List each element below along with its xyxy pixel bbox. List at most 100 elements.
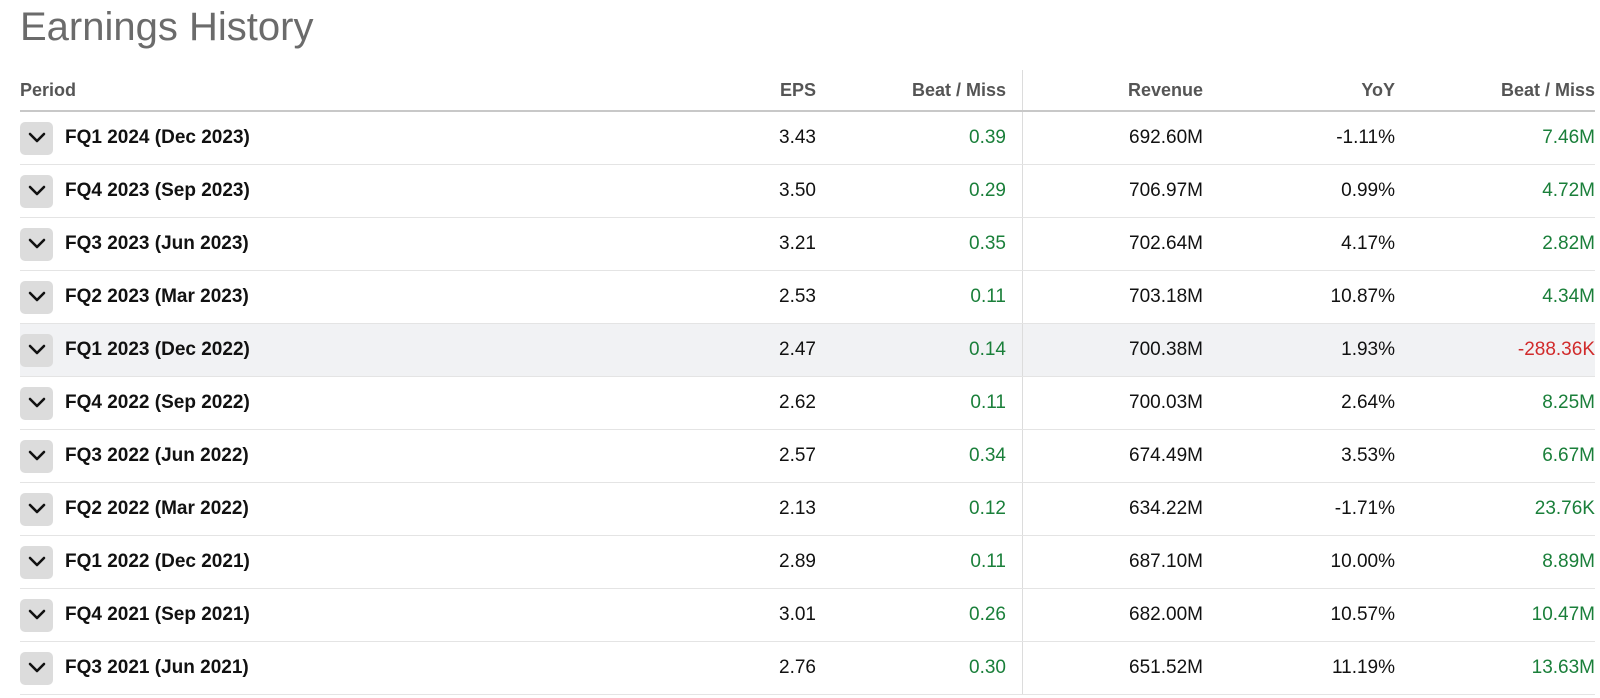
eps-value: 3.50 xyxy=(668,164,816,218)
table-row[interactable]: FQ3 2021 (Jun 2021) 2.76 0.30 651.52M 11.19%… xyxy=(20,641,1595,695)
table-row[interactable]: FQ2 2023 (Mar 2023) 2.53 0.11 703.18M 10.87%… xyxy=(20,270,1595,324)
chevron-down-icon[interactable] xyxy=(20,386,53,420)
period-label: FQ1 2024 (Dec 2023) xyxy=(65,127,250,148)
revenue-value: 702.64M xyxy=(1022,217,1203,271)
period-cell: FQ1 2023 (Dec 2022) xyxy=(20,323,668,377)
revenue-beat-miss-value: -288.36K xyxy=(1395,323,1595,377)
period-cell: FQ4 2021 (Sep 2021) xyxy=(20,588,668,642)
eps-beat-miss-value: 0.29 xyxy=(816,164,1023,218)
revenue-beat-miss-value: 6.67M xyxy=(1395,429,1595,483)
revenue-value: 706.97M xyxy=(1022,164,1203,218)
table-row[interactable]: FQ3 2022 (Jun 2022) 2.57 0.34 674.49M 3.53% 6… xyxy=(20,429,1595,483)
revenue-beat-miss-value: 4.34M xyxy=(1395,270,1595,324)
revenue-value: 703.18M xyxy=(1022,270,1203,324)
period-label: FQ4 2023 (Sep 2023) xyxy=(65,180,250,201)
period-cell: FQ3 2023 (Jun 2023) xyxy=(20,217,668,271)
yoy-value: 10.87% xyxy=(1203,270,1395,324)
chevron-down-icon[interactable] xyxy=(20,227,53,261)
period-label: FQ2 2022 (Mar 2022) xyxy=(65,498,249,519)
revenue-beat-miss-value: 23.76K xyxy=(1395,482,1595,536)
period-label: FQ1 2022 (Dec 2021) xyxy=(65,551,250,572)
revenue-value: 692.60M xyxy=(1022,111,1203,165)
eps-beat-miss-value: 0.34 xyxy=(816,429,1023,483)
chevron-down-icon[interactable] xyxy=(20,651,53,685)
page-title: Earnings History xyxy=(20,5,314,49)
table-row[interactable]: FQ1 2024 (Dec 2023) 3.43 0.39 692.60M -1.11%… xyxy=(20,111,1595,165)
revenue-beat-miss-value: 7.46M xyxy=(1395,111,1595,165)
eps-beat-miss-value: 0.39 xyxy=(816,111,1023,165)
revenue-beat-miss-value: 8.89M xyxy=(1395,535,1595,589)
chevron-down-icon[interactable] xyxy=(20,598,53,632)
yoy-value: 3.53% xyxy=(1203,429,1395,483)
yoy-value: 10.00% xyxy=(1203,535,1395,589)
eps-beat-miss-value: 0.11 xyxy=(816,376,1023,430)
period-label: FQ3 2023 (Jun 2023) xyxy=(65,233,249,254)
revenue-value: 700.38M xyxy=(1022,323,1203,377)
eps-value: 2.13 xyxy=(668,482,816,536)
revenue-beat-miss-value: 2.82M xyxy=(1395,217,1595,271)
revenue-beat-miss-value: 8.25M xyxy=(1395,376,1595,430)
period-label: FQ1 2023 (Dec 2022) xyxy=(65,339,250,360)
period-label: FQ2 2023 (Mar 2023) xyxy=(65,286,249,307)
period-cell: FQ1 2022 (Dec 2021) xyxy=(20,535,668,589)
chevron-down-icon[interactable] xyxy=(20,121,53,155)
column-header-period[interactable]: Period xyxy=(20,70,668,112)
eps-beat-miss-value: 0.30 xyxy=(816,641,1023,695)
chevron-down-icon[interactable] xyxy=(20,280,53,314)
eps-beat-miss-value: 0.35 xyxy=(816,217,1023,271)
period-label: FQ4 2022 (Sep 2022) xyxy=(65,392,250,413)
period-label: FQ3 2022 (Jun 2022) xyxy=(65,445,249,466)
yoy-value: 0.99% xyxy=(1203,164,1395,218)
column-header-revenue[interactable]: Revenue xyxy=(1022,70,1203,112)
period-cell: FQ4 2022 (Sep 2022) xyxy=(20,376,668,430)
table-row[interactable]: FQ4 2021 (Sep 2021) 3.01 0.26 682.00M 10.57%… xyxy=(20,588,1595,642)
revenue-value: 687.10M xyxy=(1022,535,1203,589)
chevron-down-icon[interactable] xyxy=(20,492,53,526)
table-row[interactable]: FQ1 2023 (Dec 2022) 2.47 0.14 700.38M 1.93% -… xyxy=(20,323,1595,377)
eps-value: 2.47 xyxy=(668,323,816,377)
chevron-down-icon[interactable] xyxy=(20,439,53,473)
period-cell: FQ4 2023 (Sep 2023) xyxy=(20,164,668,218)
yoy-value: 10.57% xyxy=(1203,588,1395,642)
eps-beat-miss-value: 0.11 xyxy=(816,535,1023,589)
revenue-value: 700.03M xyxy=(1022,376,1203,430)
table-row[interactable]: FQ1 2022 (Dec 2021) 2.89 0.11 687.10M 10.00%… xyxy=(20,535,1595,589)
eps-beat-miss-value: 0.14 xyxy=(816,323,1023,377)
revenue-value: 682.00M xyxy=(1022,588,1203,642)
table-header-row: Period EPS Beat / Miss Revenue YoY Beat … xyxy=(20,70,1595,112)
eps-value: 2.76 xyxy=(668,641,816,695)
period-cell: FQ2 2023 (Mar 2023) xyxy=(20,270,668,324)
eps-value: 2.89 xyxy=(668,535,816,589)
yoy-value: -1.11% xyxy=(1203,111,1395,165)
eps-value: 2.62 xyxy=(668,376,816,430)
period-label: FQ4 2021 (Sep 2021) xyxy=(65,604,250,625)
period-cell: FQ3 2022 (Jun 2022) xyxy=(20,429,668,483)
eps-value: 3.43 xyxy=(668,111,816,165)
table-row[interactable]: FQ2 2022 (Mar 2022) 2.13 0.12 634.22M -1.71%… xyxy=(20,482,1595,536)
yoy-value: 11.19% xyxy=(1203,641,1395,695)
eps-beat-miss-value: 0.26 xyxy=(816,588,1023,642)
period-cell: FQ1 2024 (Dec 2023) xyxy=(20,111,668,165)
column-header-eps[interactable]: EPS xyxy=(668,70,816,112)
column-header-eps-beat-miss[interactable]: Beat / Miss xyxy=(816,70,1023,112)
revenue-value: 674.49M xyxy=(1022,429,1203,483)
table-body: FQ1 2024 (Dec 2023) 3.43 0.39 692.60M -1.11%… xyxy=(20,111,1595,695)
yoy-value: 1.93% xyxy=(1203,323,1395,377)
table-row[interactable]: FQ4 2023 (Sep 2023) 3.50 0.29 706.97M 0.99% 4… xyxy=(20,164,1595,218)
revenue-beat-miss-value: 13.63M xyxy=(1395,641,1595,695)
table-row[interactable]: FQ4 2022 (Sep 2022) 2.62 0.11 700.03M 2.64% 8… xyxy=(20,376,1595,430)
revenue-value: 651.52M xyxy=(1022,641,1203,695)
period-cell: FQ3 2021 (Jun 2021) xyxy=(20,641,668,695)
chevron-down-icon[interactable] xyxy=(20,545,53,579)
eps-value: 3.01 xyxy=(668,588,816,642)
column-header-yoy[interactable]: YoY xyxy=(1203,70,1395,112)
yoy-value: -1.71% xyxy=(1203,482,1395,536)
chevron-down-icon[interactable] xyxy=(20,174,53,208)
period-cell: FQ2 2022 (Mar 2022) xyxy=(20,482,668,536)
eps-value: 2.57 xyxy=(668,429,816,483)
chevron-down-icon[interactable] xyxy=(20,333,53,367)
table-row[interactable]: FQ3 2023 (Jun 2023) 3.21 0.35 702.64M 4.17% 2… xyxy=(20,217,1595,271)
column-header-revenue-beat-miss[interactable]: Beat / Miss xyxy=(1395,70,1595,112)
eps-beat-miss-value: 0.12 xyxy=(816,482,1023,536)
